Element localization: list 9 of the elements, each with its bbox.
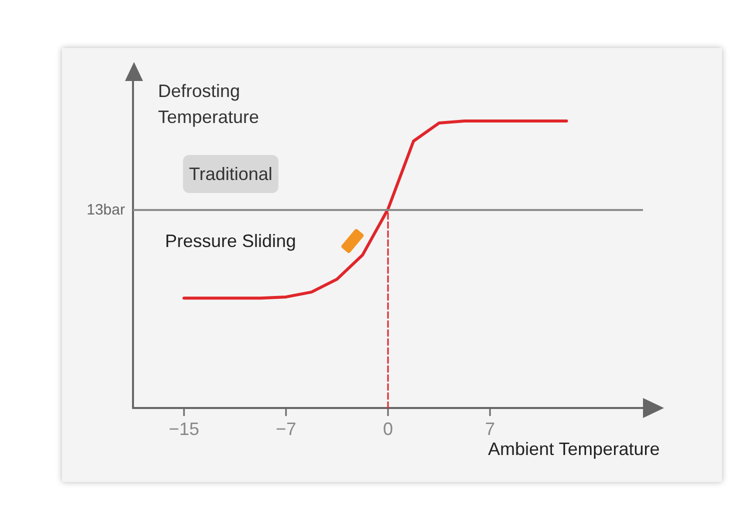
x-tick-label: 0	[382, 419, 394, 439]
x-axis-title: Ambient Temperature	[488, 439, 660, 459]
x-tick-label: −7	[276, 419, 296, 439]
y-axis-title: Defrosting Temperature	[158, 81, 260, 127]
x-tick-label: −15	[168, 419, 200, 439]
annotation: Pressure Sliding	[165, 231, 296, 251]
ref-line-label: 13bar	[86, 201, 125, 218]
x-tick-label: 7	[484, 419, 496, 439]
annotation: Traditional	[189, 164, 272, 184]
